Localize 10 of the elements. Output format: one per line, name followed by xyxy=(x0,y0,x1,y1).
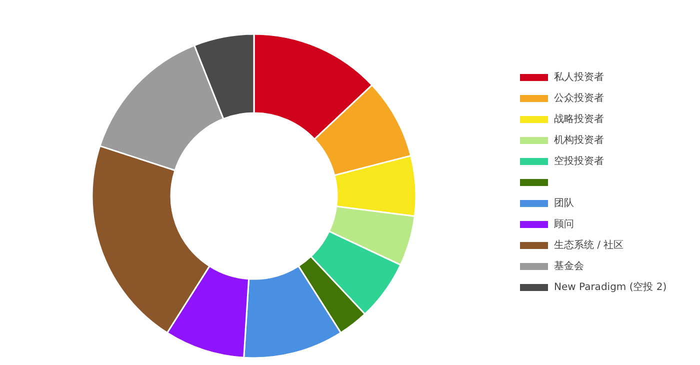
legend-label: 顾问 xyxy=(554,218,574,230)
legend-label: 生态系统 / 社区 xyxy=(554,239,624,251)
legend-label: 基金会 xyxy=(554,260,584,272)
legend-label: 空投投资者 xyxy=(554,155,604,167)
legend-label: 公众投资者 xyxy=(554,92,604,104)
legend-label: New Paradigm (空投 2) xyxy=(554,281,667,293)
legend-label: 团队 xyxy=(554,197,574,209)
legend-label: 战略投资者 xyxy=(554,113,604,125)
legend-label: 机构投资者 xyxy=(554,134,604,146)
legend-label: 私人投资者 xyxy=(554,71,604,83)
